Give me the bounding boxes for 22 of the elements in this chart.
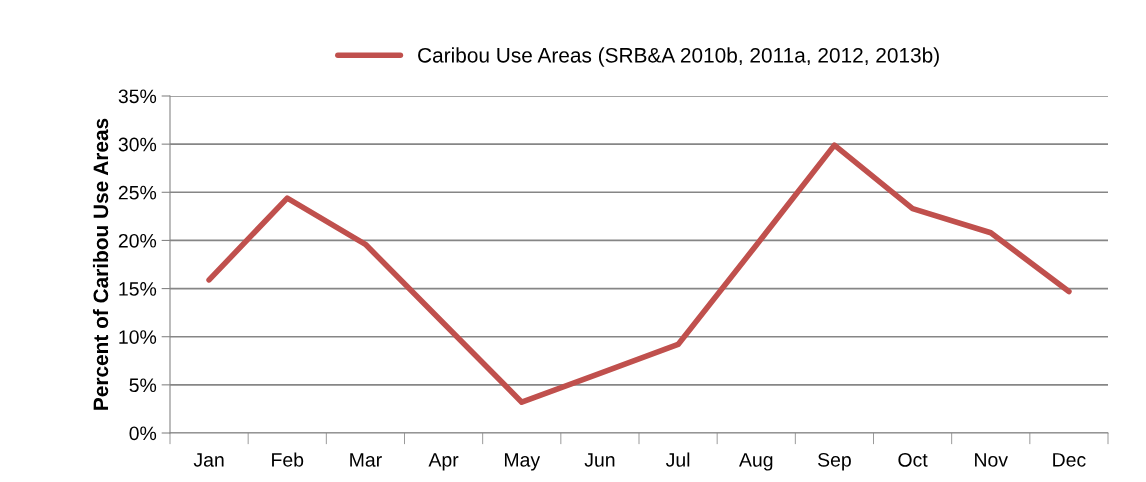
- x-tick-label: Oct: [898, 452, 928, 467]
- y-tick-label: 35%: [118, 89, 157, 104]
- x-tick-label: Apr: [428, 453, 459, 471]
- y-tick-label: 30%: [118, 137, 157, 152]
- x-tick-label: Jan: [193, 453, 224, 467]
- x-tick-label: Aug: [738, 453, 773, 471]
- y-tick-label: 25%: [118, 185, 157, 200]
- x-tick-label: Nov: [975, 453, 1008, 467]
- y-tick-label: 5%: [129, 378, 157, 393]
- legend-label: Caribou Use Areas (SRB&A 2010b, 2011a, 2012, 2013b): [418, 47, 939, 67]
- x-tick-label: Sep: [818, 452, 851, 471]
- y-tick-label: 10%: [119, 330, 157, 344]
- x-tick-label: Feb: [272, 452, 304, 467]
- x-tick-label: Jun: [584, 453, 615, 467]
- x-tick-label: May: [504, 453, 541, 471]
- x-tick-label: Jul: [665, 452, 690, 467]
- y-axis-title: Percent of Caribou Use Areas: [92, 118, 109, 410]
- y-tick-label: 20%: [118, 233, 157, 248]
- x-tick-label: Mar: [350, 453, 382, 467]
- x-tick-label: Dec: [1053, 453, 1086, 467]
- y-tick-label: 15%: [119, 282, 157, 296]
- y-tick-label: 0%: [129, 426, 157, 441]
